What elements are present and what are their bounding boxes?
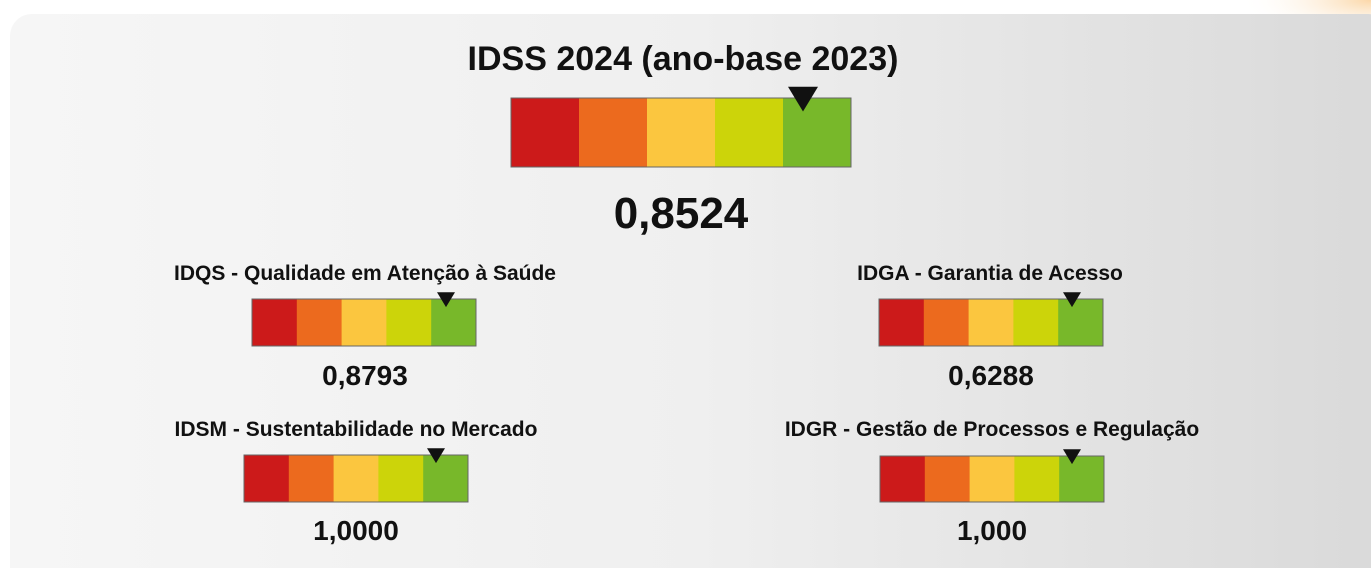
gauge-segment	[1014, 456, 1060, 502]
gauge-segment	[252, 299, 298, 346]
main-value: 0,8524	[614, 189, 749, 238]
gauge-segment	[244, 455, 290, 502]
gauge-segment	[924, 456, 971, 502]
indicator-value: 1,0000	[313, 515, 399, 546]
gauge-border	[510, 97, 852, 168]
gauge	[879, 449, 1105, 503]
gauge-segment	[880, 456, 926, 502]
gauge-segment	[296, 299, 343, 346]
gauge-segment	[879, 299, 925, 346]
gauge-segment	[386, 299, 432, 346]
gauge-segment	[969, 456, 1015, 502]
gauge-segment	[923, 299, 970, 346]
gauge	[878, 292, 1104, 347]
gauge	[243, 448, 469, 503]
gauge-segment	[378, 455, 424, 502]
gauge-border	[243, 454, 469, 503]
gauge-segment	[647, 98, 716, 167]
indicator-value: 0,8793	[322, 360, 408, 391]
gauge	[510, 86, 852, 168]
gauge-segment	[579, 98, 648, 167]
gauge-marker	[1063, 292, 1081, 308]
gauge-border	[879, 455, 1105, 503]
gauge-segment	[431, 299, 477, 346]
gauge-segment	[1059, 456, 1105, 502]
gauge-marker	[1063, 449, 1081, 465]
indicator-label: IDQS - Qualidade em Atenção à Saúde	[174, 262, 556, 285]
card	[10, 14, 1371, 568]
gauge-border	[878, 298, 1104, 347]
indicator-label: IDGA - Garantia de Acesso	[857, 262, 1123, 285]
gauge-border	[251, 298, 477, 347]
indicator-label: IDSM - Sustentabilidade no Mercado	[175, 418, 538, 441]
gauge-segment	[968, 299, 1014, 346]
title: IDSS 2024 (ano-base 2023)	[468, 40, 899, 78]
gauge-segment	[1013, 299, 1059, 346]
gauge-segment	[423, 455, 469, 502]
gauge-marker	[427, 448, 445, 464]
gauge	[251, 292, 477, 347]
gauge-segment	[333, 455, 379, 502]
indicator-value: 0,6288	[948, 360, 1034, 391]
indicator-value: 1,000	[957, 515, 1027, 546]
gauge-segment	[511, 98, 580, 167]
indicator-label: IDGR - Gestão de Processos e Regulação	[785, 418, 1199, 441]
gauge-marker	[788, 86, 818, 112]
gauge-segment	[1058, 299, 1104, 346]
gauge-segment	[783, 98, 852, 167]
gauge-marker	[437, 292, 455, 308]
gauge-segment	[715, 98, 784, 167]
gauge-segment	[341, 299, 387, 346]
gauge-segment	[288, 455, 335, 502]
